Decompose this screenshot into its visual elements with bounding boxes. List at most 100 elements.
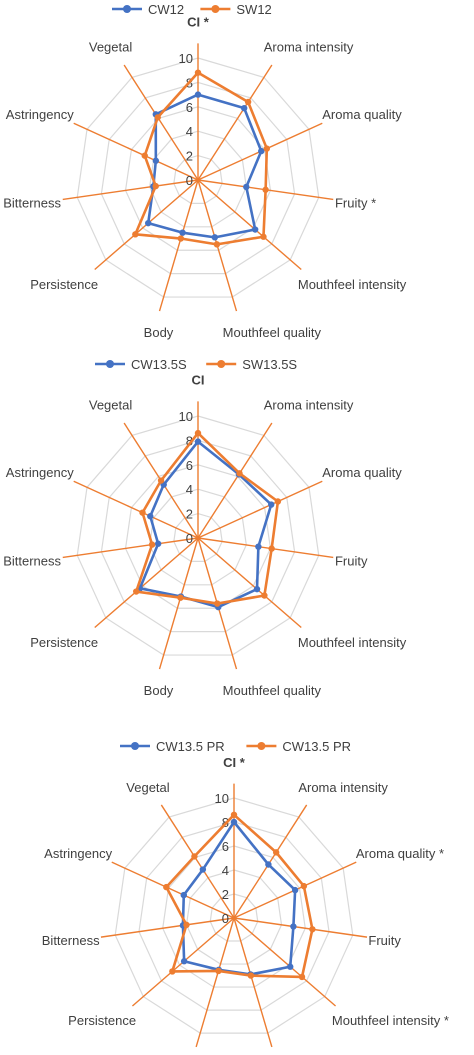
- data-point: [253, 585, 261, 593]
- axis-spoke: [197, 480, 323, 539]
- category-label: Vegetal: [89, 40, 132, 55]
- axis-spoke: [158, 537, 199, 670]
- grid-ring: [76, 57, 320, 298]
- data-point: [287, 963, 294, 970]
- data-point: [230, 818, 238, 826]
- legend-label: CW12: [148, 2, 184, 17]
- category-label: CI *: [223, 755, 246, 770]
- category-label: Fruity: [335, 554, 368, 569]
- data-point: [255, 543, 262, 550]
- category-label: CI *: [187, 14, 210, 29]
- axis-spoke: [195, 917, 235, 1048]
- data-point: [268, 501, 275, 508]
- data-point: [163, 883, 170, 891]
- axis-spoke: [94, 537, 199, 629]
- tick-label: 2: [186, 507, 193, 522]
- data-point: [147, 513, 154, 520]
- series-line-1: [146, 93, 263, 239]
- legend: CW13.5S SW13.5S: [95, 357, 297, 372]
- legend-label: SW13.5S: [242, 357, 297, 372]
- axis-spoke: [73, 480, 199, 539]
- data-point: [139, 509, 146, 516]
- grid-ring: [185, 869, 283, 965]
- category-label: Persistence: [30, 277, 98, 292]
- data-point: [177, 235, 185, 242]
- data-point: [194, 69, 202, 76]
- data-point: [247, 972, 255, 979]
- category-label: Bitterness: [42, 933, 100, 948]
- data-point: [290, 923, 297, 930]
- data-point: [262, 186, 269, 193]
- category-label: Astringency: [6, 107, 74, 122]
- data-point: [298, 973, 306, 981]
- category-label: Vegetal: [89, 398, 132, 413]
- category-label: Aroma intensity: [264, 40, 354, 55]
- legend: CW13.5 PR CW13.5 PR: [120, 739, 351, 754]
- data-point: [211, 234, 219, 241]
- category-label: Fruity *: [335, 196, 376, 211]
- category-label: Body: [144, 683, 174, 698]
- tick-label: 2: [186, 149, 193, 164]
- tick-label: 6: [186, 458, 193, 473]
- axis-spoke: [123, 64, 199, 181]
- data-point: [268, 545, 275, 552]
- data-point: [132, 231, 139, 238]
- legend-label: CW13.5 PR: [156, 739, 225, 754]
- legend-swatch-marker: [123, 5, 131, 13]
- data-point: [265, 861, 272, 868]
- category-label: Aroma intensity: [264, 398, 354, 413]
- axis-spoke: [233, 804, 308, 919]
- data-point: [199, 866, 207, 873]
- data-point: [141, 152, 148, 159]
- category-label: Aroma quality: [322, 107, 402, 122]
- axis-spoke: [111, 861, 235, 919]
- grid-ring: [124, 464, 272, 609]
- data-point: [179, 229, 186, 236]
- tick-label: 10: [179, 51, 193, 66]
- data-point: [194, 429, 202, 437]
- axis-spoke: [233, 917, 337, 1007]
- data-point: [154, 114, 161, 121]
- data-point: [291, 886, 299, 894]
- tick-label: 0: [186, 531, 193, 546]
- grid-ring: [138, 821, 330, 1011]
- grid-ring: [162, 845, 306, 988]
- legend-label: SW12: [236, 2, 271, 17]
- category-label: Aroma quality: [322, 465, 402, 480]
- radar-chart-2: 0 2 4 6 8 10 CI Aroma intensity Aroma quality Fru…: [3, 357, 407, 698]
- axis-spoke: [197, 537, 334, 559]
- axis-spoke: [233, 917, 368, 938]
- category-label: Aroma quality *: [356, 846, 444, 861]
- category-label: Persistence: [30, 635, 98, 650]
- category-label: Mouthfeel quality: [223, 325, 322, 340]
- tick-label: 4: [186, 482, 193, 497]
- data-point: [251, 226, 259, 233]
- data-point: [177, 594, 184, 601]
- series-line-2: [134, 431, 280, 605]
- category-label: Bitterness: [3, 196, 61, 211]
- axis-spoke: [160, 804, 235, 919]
- grid-ring: [100, 81, 296, 275]
- legend-swatch-marker: [211, 5, 220, 13]
- data-point: [183, 921, 190, 929]
- data-point: [258, 147, 265, 155]
- grid-ring: [76, 415, 320, 656]
- series-line-2: [134, 71, 269, 246]
- tick-label: 4: [222, 863, 229, 878]
- axis-spoke: [197, 537, 302, 629]
- tick-label: 6: [222, 839, 229, 854]
- data-point: [309, 926, 316, 933]
- tick-label: 0: [186, 173, 193, 188]
- data-point: [300, 882, 308, 890]
- tick-label: 4: [186, 124, 193, 139]
- grid-ring: [124, 106, 272, 251]
- data-point: [157, 477, 165, 484]
- data-point: [263, 145, 271, 152]
- category-label: Bitterness: [3, 554, 61, 569]
- data-point: [260, 233, 267, 240]
- data-point: [243, 183, 250, 191]
- tick-label: 0: [222, 911, 229, 926]
- data-point: [236, 470, 243, 477]
